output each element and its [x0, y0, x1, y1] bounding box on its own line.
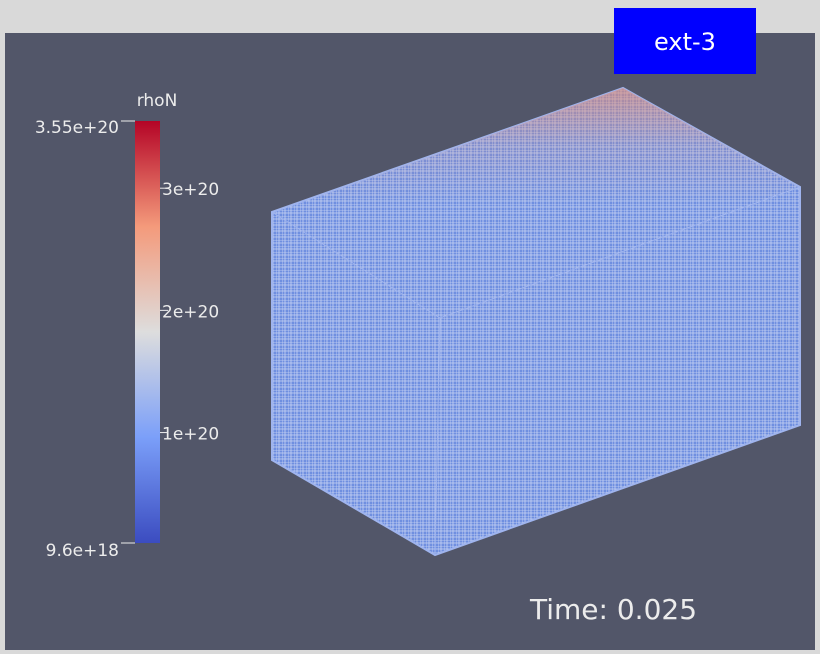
colorbar: [135, 121, 160, 543]
mesh-box: [271, 86, 801, 557]
tick-label: 1e+20: [162, 425, 219, 445]
tick-label: 2e+20: [162, 302, 219, 322]
tick-label: 3e+20: [162, 180, 219, 200]
badge-box: [614, 8, 756, 74]
time-label: Time: 0.025: [529, 593, 697, 626]
range-label: 3.55e+20: [35, 118, 119, 138]
range-label: 9.6e+18: [46, 541, 119, 561]
badge: ext-3: [654, 28, 716, 56]
colorbar-title: rhoN: [137, 91, 178, 111]
